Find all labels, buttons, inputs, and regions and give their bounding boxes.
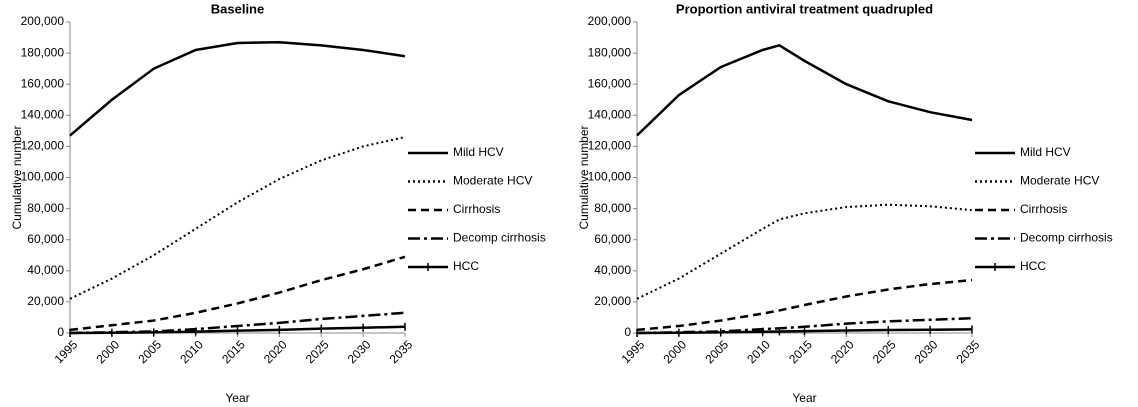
x-tick-label: 2000 — [93, 337, 122, 366]
y-tick-label: 160,000 — [21, 76, 65, 90]
y-tick-label: 140,000 — [588, 107, 632, 121]
x-tick-label: 2015 — [786, 337, 815, 366]
series-line — [636, 43, 973, 137]
chart-title: Proportion antiviral treatment quadruple… — [676, 1, 933, 16]
x-tick-label: 2025 — [870, 337, 899, 366]
y-tick-label: 180,000 — [21, 45, 65, 59]
x-tick-label: 2010 — [177, 337, 206, 366]
y-tick-label: 0 — [57, 325, 64, 339]
x-tick-label: 2015 — [219, 337, 248, 366]
legend-label: Mild HCV — [453, 145, 504, 159]
legend-label: Moderate HCV — [1020, 174, 1099, 188]
x-tick-label: 2030 — [912, 337, 941, 366]
legend-label: Decomp cirrhosis — [1020, 231, 1113, 245]
x-tick-label: 2005 — [135, 337, 164, 366]
y-tick-label: 80,000 — [594, 201, 631, 215]
y-tick-label: 60,000 — [594, 232, 631, 246]
legend-label: Cirrhosis — [1020, 202, 1067, 216]
legend-label: HCC — [1020, 259, 1046, 273]
y-tick-label: 60,000 — [27, 232, 64, 246]
y-tick-label: 140,000 — [21, 107, 65, 121]
y-tick-label: 20,000 — [594, 294, 631, 308]
x-tick-label: 1995 — [52, 337, 81, 366]
x-tick-label: 2020 — [828, 337, 857, 366]
legend-label: Decomp cirrhosis — [453, 231, 546, 245]
x-tick-label: 1995 — [619, 337, 648, 366]
y-tick-label: 100,000 — [588, 170, 632, 184]
y-tick-label: 200,000 — [21, 14, 65, 28]
x-tick-label: 2035 — [387, 337, 416, 366]
legend-label: Cirrhosis — [453, 202, 500, 216]
x-axis-label: Year — [792, 391, 816, 405]
legend-label: HCC — [453, 259, 479, 273]
x-tick-label: 2000 — [660, 337, 689, 366]
y-tick-label: 120,000 — [588, 139, 632, 153]
y-tick-label: 100,000 — [21, 170, 65, 184]
series-line — [636, 203, 973, 300]
y-tick-label: 0 — [624, 325, 631, 339]
series-line — [69, 255, 406, 332]
y-tick-label: 200,000 — [588, 14, 632, 28]
x-tick-label: 2005 — [702, 337, 731, 366]
y-tick-label: 120,000 — [21, 139, 65, 153]
x-axis-label: Year — [225, 391, 249, 405]
x-tick-label: 2025 — [303, 337, 332, 366]
x-tick-label: 2010 — [744, 337, 773, 366]
y-tick-label: 40,000 — [594, 263, 631, 277]
y-axis-label: Cumulative number — [10, 125, 24, 229]
y-tick-label: 20,000 — [27, 294, 64, 308]
series-line — [69, 136, 406, 300]
x-tick-label: 2020 — [261, 337, 290, 366]
y-axis-label: Cumulative number — [577, 125, 591, 229]
legend-label: Mild HCV — [1020, 145, 1071, 159]
x-tick-label: 2035 — [954, 337, 983, 366]
y-tick-label: 160,000 — [588, 76, 632, 90]
y-tick-label: 80,000 — [27, 201, 64, 215]
series-line — [636, 328, 973, 335]
legend-label: Moderate HCV — [453, 174, 532, 188]
y-tick-label: 40,000 — [27, 263, 64, 277]
y-tick-label: 180,000 — [588, 45, 632, 59]
series-line — [69, 40, 406, 137]
chart-title: Baseline — [211, 1, 264, 16]
series-line — [636, 278, 973, 332]
x-tick-label: 2030 — [345, 337, 374, 366]
